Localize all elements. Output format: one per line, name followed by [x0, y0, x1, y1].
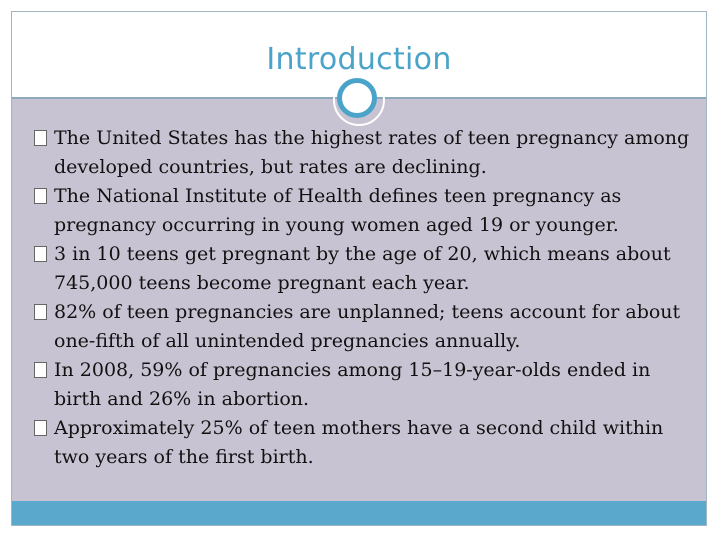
content-area	[12, 99, 706, 501]
bullet-item: In 2008, 59% of pregnancies among 15–19-…	[32, 356, 692, 414]
bullet-item: 3 in 10 teens get pregnant by the age of…	[32, 240, 692, 298]
bullet-text: In 2008, 59% of pregnancies among 15–19-…	[54, 359, 651, 410]
bullet-text: 82% of teen pregnancies are unplanned; t…	[54, 301, 681, 352]
bullet-text: Approximately 25% of teen mothers have a…	[54, 417, 664, 468]
bullet-list: The United States has the highest rates …	[32, 124, 692, 472]
slide-title: Introduction	[266, 42, 452, 77]
bullet-box-icon	[34, 304, 47, 320]
bullet-text: The United States has the highest rates …	[54, 127, 690, 178]
bullet-text: 3 in 10 teens get pregnant by the age of…	[54, 243, 671, 294]
circle-ornament-icon	[333, 74, 385, 126]
bullet-box-icon	[34, 188, 47, 204]
bullet-box-icon	[34, 362, 47, 378]
bullet-item: Approximately 25% of teen mothers have a…	[32, 414, 692, 472]
bullet-box-icon	[34, 130, 47, 146]
bullet-box-icon	[34, 420, 47, 436]
bullet-item: The National Institute of Health defines…	[32, 182, 692, 240]
bullet-text: The National Institute of Health defines…	[54, 185, 622, 236]
bullet-box-icon	[34, 246, 47, 262]
bullet-item: The United States has the highest rates …	[32, 124, 692, 182]
bullet-item: 82% of teen pregnancies are unplanned; t…	[32, 298, 692, 356]
footer-band	[12, 501, 706, 525]
